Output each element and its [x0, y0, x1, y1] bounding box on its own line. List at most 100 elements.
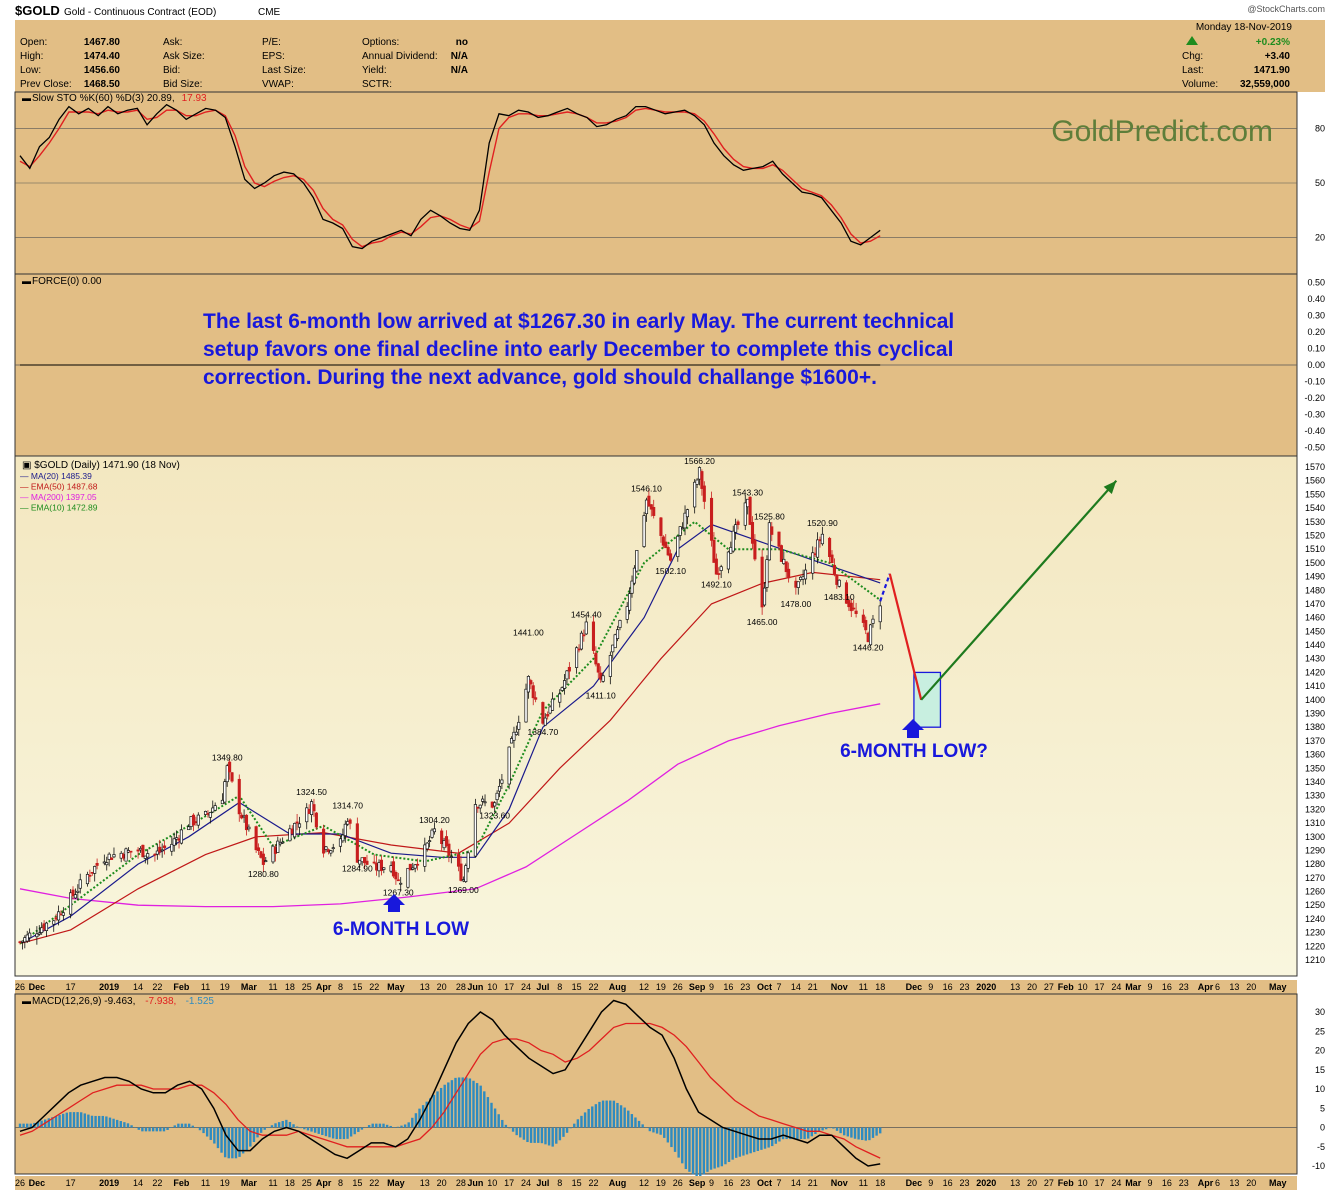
y-tick-label: 0.20: [1307, 327, 1325, 337]
macd-histogram-bar: [508, 1127, 511, 1129]
macd-histogram-bar: [727, 1127, 731, 1162]
x-tick-label: 20: [437, 982, 447, 992]
x-tick-label: 10: [1078, 1178, 1088, 1188]
quote-grid: Open: 1467.80 Ask: P/E: Options: no High: 1474.…: [20, 37, 468, 90]
candle-body: [582, 634, 586, 637]
x-tick-label: Mar: [1125, 1178, 1142, 1188]
macd-histogram-bar: [875, 1127, 878, 1136]
x-tick-label: Apr: [1198, 982, 1214, 992]
macd-histogram-bar: [270, 1125, 274, 1128]
y-tick-label: 1560: [1305, 476, 1325, 486]
candle-body: [714, 558, 718, 575]
candle-body: [459, 863, 463, 881]
candle-body: [146, 853, 150, 858]
candle-body: [695, 479, 699, 485]
macd-histogram-bar: [544, 1127, 547, 1145]
candle-body: [599, 672, 603, 680]
candle-body: [394, 872, 398, 880]
candle-body: [408, 863, 412, 871]
macd-histogram-bar: [119, 1121, 122, 1128]
y-tick-label: 1410: [1305, 681, 1325, 691]
candle-body: [203, 811, 208, 815]
candle-body: [206, 813, 210, 815]
macd-histogram-bar: [72, 1112, 76, 1128]
macd-histogram-bar: [555, 1127, 558, 1144]
candle-body: [348, 819, 352, 824]
quote-cell: Options:: [362, 37, 399, 48]
macd-histogram-bar: [79, 1112, 83, 1128]
candle-body: [447, 843, 451, 856]
candle-body: [196, 814, 200, 826]
contract-name: Gold - Continuous Contract (EOD): [64, 7, 216, 18]
macd-histogram-bar: [569, 1127, 572, 1129]
macd-histogram-bar: [868, 1127, 871, 1141]
candle-body: [495, 792, 499, 801]
main-legend-entry: — MA(20) 1485.39: [20, 471, 92, 481]
macd-histogram-bar: [522, 1127, 526, 1140]
future-low-label: 6-MONTH LOW?: [840, 741, 988, 762]
price-data-label: 1446.20: [853, 643, 884, 653]
macd-histogram-bar: [346, 1127, 349, 1139]
x-axis-band: [15, 1176, 1297, 1190]
y-tick-label: 1370: [1305, 736, 1325, 746]
candle-body: [818, 539, 822, 542]
candle-body: [163, 845, 167, 849]
macd-histogram-bar: [778, 1127, 781, 1142]
macd-histogram-bar: [115, 1119, 119, 1128]
candle-body: [160, 849, 164, 852]
macd-histogram-bar: [483, 1091, 486, 1128]
force-legend: FORCE(0) 0.00: [32, 276, 102, 287]
macd-histogram-bar: [292, 1124, 295, 1128]
macd-histogram-bar: [220, 1127, 223, 1153]
macd-histogram-bar: [353, 1127, 356, 1135]
candle-body: [746, 498, 750, 508]
macd-legend-icon: ▬: [22, 996, 31, 1006]
macd-histogram-bar: [475, 1083, 479, 1128]
macd-histogram-bar: [418, 1108, 421, 1128]
x-tick-label: 20: [1246, 1178, 1256, 1188]
macd-histogram-bar: [162, 1127, 166, 1132]
macd-histogram-bar: [97, 1115, 101, 1128]
candle-body: [430, 829, 434, 838]
y-tick-label: -10: [1312, 1161, 1325, 1171]
candle-body: [432, 828, 436, 833]
x-tick-label: May: [1269, 1178, 1287, 1188]
candle-body: [871, 618, 875, 624]
candle-body: [20, 940, 24, 943]
macd-histogram-bar: [245, 1127, 248, 1151]
macd-histogram-bar: [101, 1115, 104, 1128]
quote-cell: Ask Size:: [163, 51, 205, 62]
x-tick-label: Feb: [173, 1178, 190, 1188]
candle-body: [338, 838, 343, 847]
candle-body: [712, 539, 716, 563]
macd-histogram-bar: [789, 1127, 792, 1140]
macd-histogram-bar: [594, 1104, 598, 1128]
macd-histogram-bar: [105, 1116, 108, 1128]
macd-histogram-bar: [130, 1125, 133, 1128]
annotation-text: The last 6-month low arrived at $1267.30…: [203, 310, 954, 389]
candle-body: [743, 502, 747, 526]
macd-histogram-bar: [400, 1125, 403, 1128]
macd-histogram-bar: [580, 1115, 583, 1128]
macd-histogram-bar: [277, 1122, 281, 1128]
x-tick-label: 22: [152, 982, 162, 992]
candle-body: [244, 814, 249, 831]
candle-body: [731, 530, 735, 552]
x-tick-label: 25: [302, 982, 312, 992]
y-tick-label: 1390: [1305, 709, 1325, 719]
candle-body: [560, 687, 564, 691]
y-tick-label: 1230: [1305, 928, 1325, 938]
x-tick-label: Dec: [906, 982, 923, 992]
candle-body: [278, 842, 282, 845]
candle-body: [734, 524, 738, 533]
candle-body: [194, 821, 198, 823]
macd-histogram-bar: [151, 1127, 155, 1132]
candle-body: [175, 837, 179, 840]
x-tick-label: 15: [352, 982, 362, 992]
macd-histogram-bar: [357, 1127, 360, 1132]
x-tick-label: 9: [709, 982, 714, 992]
candle-body: [844, 582, 849, 604]
macd-histogram-bar: [249, 1127, 252, 1147]
candle-body: [526, 676, 530, 693]
x-tick-label: 21: [808, 982, 818, 992]
